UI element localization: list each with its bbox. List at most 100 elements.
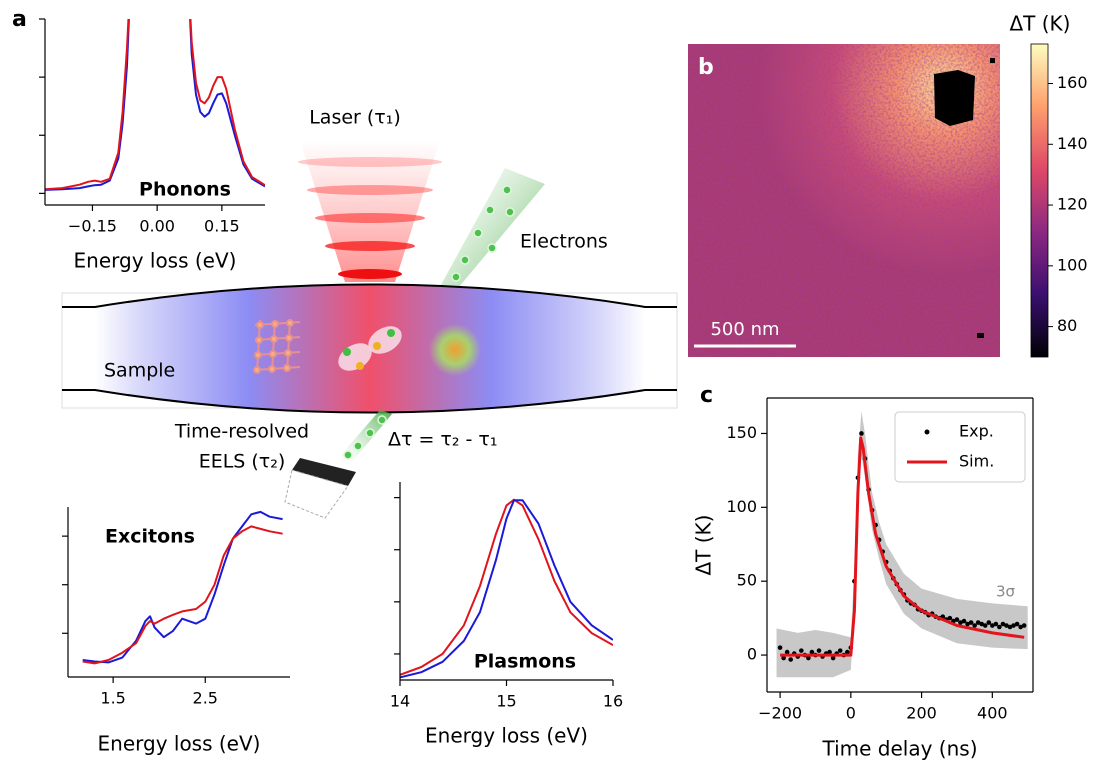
data-point [1018,624,1023,630]
x-tick-label: 400 [977,704,1008,723]
detector [292,458,356,486]
y-tick-label: 50 [737,571,757,590]
electrons [451,185,515,282]
detector-label: Time-resolved [174,421,309,443]
colorbar-tick-label: 160 [1057,73,1088,92]
laser-front [325,241,415,251]
laser-front [307,185,433,195]
x-axis-label: Time delay (ns) [821,737,977,761]
x-tick-label: 14 [390,692,410,711]
hole [356,362,364,370]
x-axis-label: Energy loss (eV) [98,732,261,756]
data-point [806,655,811,661]
electron [387,329,395,337]
data-point [1014,621,1020,627]
legend-label: Sim. [959,452,994,471]
data-point [1021,623,1027,628]
data-line [82,510,283,664]
data-line [45,19,265,191]
data-point [986,620,992,625]
y-tick-label: 100 [726,497,757,516]
x-tick-label: 200 [906,704,937,723]
colorbar-label: ΔT (K) [1010,12,1071,36]
data-point [1000,621,1006,627]
lattice [253,319,301,374]
data-point [979,621,985,627]
data-point [965,621,970,627]
electrons-label: Electrons [520,231,608,253]
saturated-pixel [977,333,984,338]
laser-front [338,269,402,279]
x-tick-label: 16 [603,692,623,711]
colorbar-tick-label: 100 [1057,255,1088,274]
data-line [780,436,1025,657]
data-point [1011,623,1016,628]
data-point [830,655,836,661]
data-point [859,431,864,436]
sample-edge [62,283,677,308]
laser-label: Laser (τ₁) [309,107,401,129]
data-line [400,498,613,676]
data-point [809,649,815,655]
data-point [827,649,832,655]
electron-beam [436,168,545,300]
plot-area [400,498,613,679]
data-point [837,648,843,653]
x-tick-label: 0.15 [204,217,240,236]
hole [373,342,381,350]
error-band [776,411,1028,678]
sample-label: Sample [104,360,175,382]
band-label: 3σ [996,583,1016,601]
data-point [972,623,977,628]
panel-label: c [700,383,713,408]
delay-label: Δτ = τ₂ - τ₁ [388,429,497,451]
legend-frame [894,411,1026,483]
saturated-pixel [990,58,995,63]
x-tick-label: −0.15 [68,217,117,236]
schematic: Laser (τ₁) Electrons Sample Time-resolve… [61,107,678,519]
x-tick-label: 0.00 [139,217,175,236]
data-point [947,615,953,621]
data-point [990,623,995,628]
data-point [1007,624,1013,630]
data-point [968,620,974,625]
colorbar-tick-label: 120 [1057,195,1088,214]
data-point [993,621,999,627]
x-tick-label: 1.5 [100,689,125,708]
y-axis-label: ΔT (K) [692,515,716,576]
x-tick-label: 0 [846,704,856,723]
data-line [45,19,265,191]
x-tick-label: −200 [758,704,802,723]
y-tick-label: 0 [747,645,757,664]
scale-bar-label: 500 nm [710,319,779,340]
colorbar-tick-label: 140 [1057,134,1088,153]
data-point [997,624,1002,630]
data-point [961,618,967,624]
electrons [343,415,387,460]
data-point [954,617,960,622]
x-tick-label: 2.5 [193,689,218,708]
plot-area [82,510,283,665]
x-tick-label: 15 [496,692,516,711]
data-point [1004,623,1009,628]
legend-label: Exp. [959,422,994,441]
data-point [788,657,793,662]
data-point [777,645,783,650]
data-point [816,648,822,653]
plasmon [429,324,481,376]
saturated-region [934,70,975,126]
data-line [82,525,283,665]
plot-area [45,19,265,191]
annotation: Plasmons [474,651,576,673]
laser-front [298,157,442,167]
data-line [400,499,613,679]
x-axis-label: Energy loss (eV) [74,249,237,273]
electron [343,348,351,356]
legend-marker [924,429,930,435]
data-point [975,620,981,625]
panel-label: a [12,7,27,32]
data-point [784,649,790,655]
detector-outline [284,469,349,519]
y-tick-label: 150 [726,423,757,442]
